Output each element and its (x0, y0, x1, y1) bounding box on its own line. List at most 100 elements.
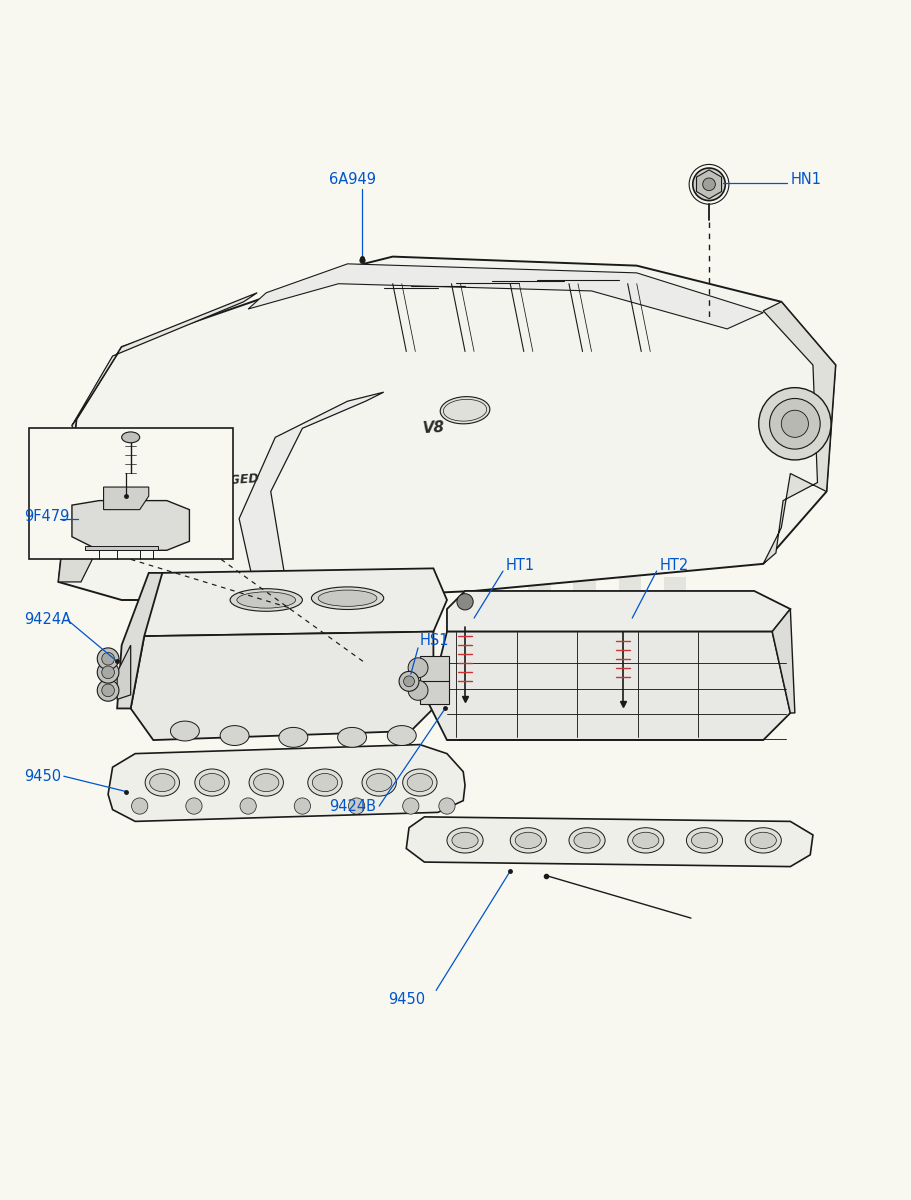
Text: car parts: car parts (343, 574, 442, 594)
Ellipse shape (311, 587, 384, 610)
Ellipse shape (200, 774, 224, 792)
Circle shape (102, 684, 114, 697)
Circle shape (240, 798, 256, 814)
Circle shape (97, 661, 118, 683)
Circle shape (692, 168, 724, 200)
Polygon shape (108, 744, 465, 821)
Circle shape (403, 798, 418, 814)
Circle shape (102, 653, 114, 665)
Ellipse shape (509, 828, 546, 853)
Polygon shape (117, 646, 130, 700)
Ellipse shape (750, 833, 775, 848)
Bar (663, 667, 686, 690)
Circle shape (407, 658, 427, 678)
Circle shape (758, 388, 830, 460)
Ellipse shape (220, 726, 249, 745)
Ellipse shape (627, 828, 663, 853)
Ellipse shape (279, 727, 307, 748)
Text: HT2: HT2 (659, 558, 688, 574)
Polygon shape (144, 569, 446, 636)
Bar (573, 623, 596, 646)
Ellipse shape (452, 833, 477, 848)
Text: 9424A: 9424A (24, 612, 71, 628)
Text: 9F479: 9F479 (24, 509, 69, 524)
Ellipse shape (632, 833, 658, 848)
Text: 9450: 9450 (387, 992, 425, 1007)
Polygon shape (763, 301, 834, 564)
Bar (663, 577, 686, 600)
Bar (618, 667, 640, 690)
Polygon shape (117, 572, 162, 708)
Ellipse shape (744, 828, 781, 853)
Ellipse shape (318, 590, 376, 606)
Polygon shape (58, 257, 834, 600)
Text: 6A949: 6A949 (328, 173, 375, 187)
Circle shape (186, 798, 202, 814)
Ellipse shape (686, 828, 722, 853)
Polygon shape (239, 392, 384, 600)
Polygon shape (446, 590, 790, 631)
Circle shape (456, 594, 473, 610)
Bar (573, 667, 596, 690)
Bar (573, 577, 596, 600)
Polygon shape (86, 546, 158, 551)
Ellipse shape (170, 721, 200, 740)
Polygon shape (696, 170, 721, 199)
Bar (640, 600, 663, 623)
Ellipse shape (230, 589, 302, 611)
Polygon shape (428, 631, 790, 740)
Polygon shape (104, 487, 148, 510)
FancyBboxPatch shape (419, 679, 448, 704)
Ellipse shape (387, 726, 415, 745)
Ellipse shape (406, 774, 432, 792)
Ellipse shape (307, 769, 342, 796)
Bar (527, 623, 550, 646)
Circle shape (399, 671, 418, 691)
Circle shape (97, 679, 118, 701)
Ellipse shape (568, 828, 604, 853)
Bar (618, 577, 640, 600)
Ellipse shape (149, 774, 175, 792)
Ellipse shape (573, 833, 599, 848)
Ellipse shape (366, 774, 392, 792)
Circle shape (294, 798, 310, 814)
Polygon shape (58, 419, 99, 582)
Polygon shape (130, 631, 433, 740)
Text: HN1: HN1 (790, 173, 821, 187)
Circle shape (348, 798, 364, 814)
Ellipse shape (446, 828, 483, 853)
Ellipse shape (515, 833, 541, 848)
FancyBboxPatch shape (29, 428, 232, 559)
Ellipse shape (253, 774, 279, 792)
Ellipse shape (362, 769, 396, 796)
Ellipse shape (312, 774, 337, 792)
Text: scuderia: scuderia (305, 529, 479, 563)
Circle shape (97, 648, 118, 670)
Polygon shape (772, 610, 794, 713)
Ellipse shape (249, 769, 283, 796)
Circle shape (102, 666, 114, 679)
Ellipse shape (337, 727, 366, 748)
Ellipse shape (237, 592, 295, 608)
Text: SUPERCHARGED: SUPERCHARGED (146, 472, 261, 493)
Bar (640, 646, 663, 667)
Text: HT1: HT1 (505, 558, 534, 574)
Bar (596, 646, 618, 667)
Bar (596, 600, 618, 623)
Bar (550, 646, 573, 667)
Bar (527, 577, 550, 600)
Ellipse shape (403, 769, 436, 796)
Circle shape (702, 178, 714, 191)
Circle shape (438, 798, 455, 814)
Circle shape (404, 676, 414, 686)
Bar (550, 600, 573, 623)
Bar (527, 667, 550, 690)
Circle shape (781, 410, 807, 437)
Polygon shape (248, 264, 763, 329)
Ellipse shape (121, 432, 139, 443)
Ellipse shape (691, 833, 717, 848)
Bar (550, 690, 573, 713)
Ellipse shape (440, 397, 489, 424)
Polygon shape (72, 500, 189, 551)
Text: 9450: 9450 (24, 769, 61, 784)
